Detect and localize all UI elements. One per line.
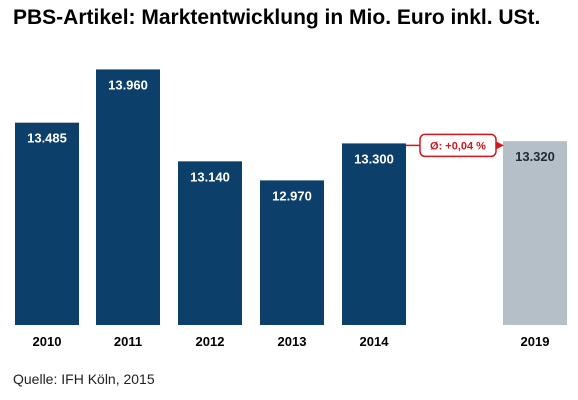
category-label-2010: 2010 [33, 334, 62, 349]
value-label-2012: 13.140 [190, 169, 230, 184]
category-label-2013: 2013 [278, 334, 307, 349]
category-label-2012: 2012 [196, 334, 225, 349]
value-label-2011: 13.960 [108, 77, 148, 92]
bar-2010 [15, 122, 79, 326]
value-label-2019: 13.320 [515, 149, 555, 164]
category-label-2011: 2011 [114, 334, 142, 349]
chart-title: PBS-Artikel: Marktentwicklung in Mio. Eu… [13, 6, 541, 29]
annotation-box [419, 133, 497, 158]
value-label-2014: 13.300 [354, 151, 394, 166]
value-label-2010: 13.485 [27, 131, 67, 146]
bar-2013 [260, 180, 324, 325]
bar-2019 [503, 141, 567, 325]
annotation-label: Ø: +0,04 % [430, 140, 486, 152]
bar-2011 [96, 69, 160, 325]
bar-2014 [342, 143, 406, 325]
value-label-2013: 12.970 [272, 188, 312, 203]
category-label-2014: 2014 [360, 334, 390, 349]
bar-2012 [178, 161, 242, 325]
source-note: Quelle: IFH Köln, 2015 [13, 371, 155, 387]
category-label-2019: 2019 [521, 334, 550, 349]
